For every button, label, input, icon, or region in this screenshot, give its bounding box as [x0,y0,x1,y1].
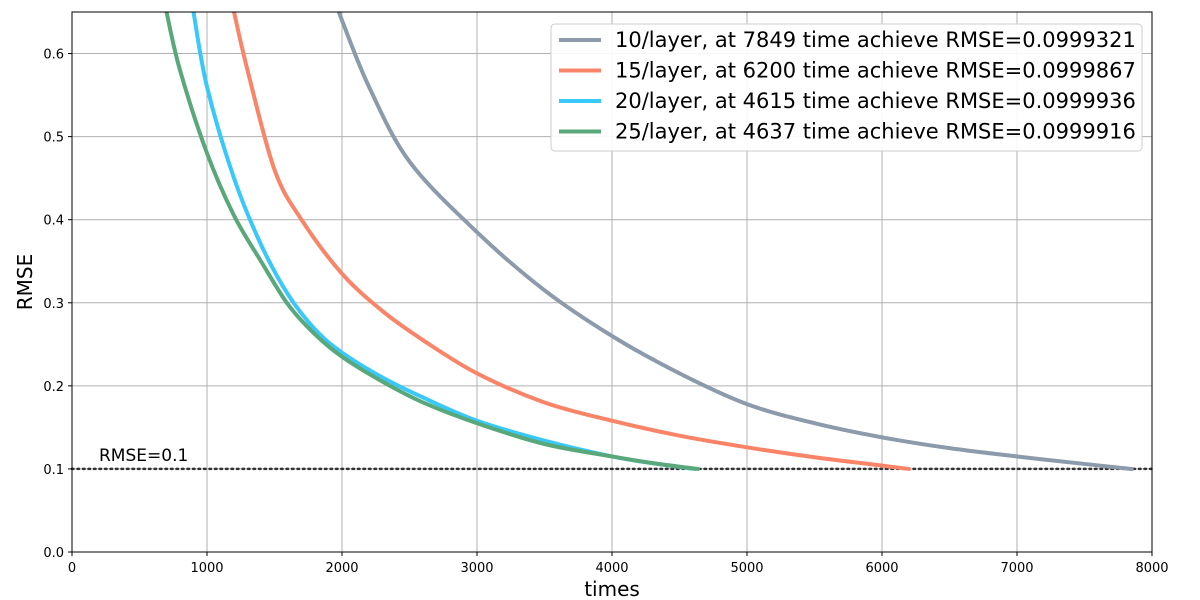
legend-entry-label: 15/layer, at 6200 time achieve RMSE=0.09… [615,59,1136,83]
y-tick-label: 0.6 [43,48,64,63]
y-axis-title: RMSE [13,254,37,310]
x-tick-label: 8000 [1135,561,1168,576]
y-tick-label: 0.4 [43,214,64,229]
series-line-4 [164,12,700,471]
series-line-2 [232,12,911,471]
legend-entry-label: 25/layer, at 4637 time achieve RMSE=0.09… [615,120,1136,144]
y-tick-label: 0.1 [43,463,64,478]
x-tick-label: 3000 [460,561,493,576]
series-line-1 [336,12,1134,471]
y-tick-label: 0.5 [43,131,64,146]
legend-entry-label: 20/layer, at 4615 time achieve RMSE=0.09… [615,89,1136,113]
x-tick-label: 1000 [190,561,223,576]
series-lines [164,12,1134,471]
x-tick-label: 5000 [730,561,763,576]
x-tick-label: 4000 [595,561,628,576]
x-tick-label: 6000 [865,561,898,576]
y-tick-label: 0.3 [43,297,64,312]
x-tick-label: 2000 [325,561,358,576]
y-tick-label: 0.0 [43,546,64,561]
reference-line-label: RMSE=0.1 [99,446,188,466]
legend-box [550,23,1143,152]
axis-ticks: 0 1000 2000 3000 4000 5000 6000 7000 8000 0.0 0.1 0… [43,48,1168,576]
x-tick-label: 0 [68,561,76,576]
x-tick-label: 7000 [1000,561,1033,576]
legend-entry-label: 10/layer, at 7849 time achieve RMSE=0.09… [615,28,1136,52]
y-tick-label: 0.2 [43,380,64,395]
legend: 10/layer, at 7849 time achieve RMSE=0.09… [550,23,1143,152]
x-axis-title: times [584,577,640,600]
